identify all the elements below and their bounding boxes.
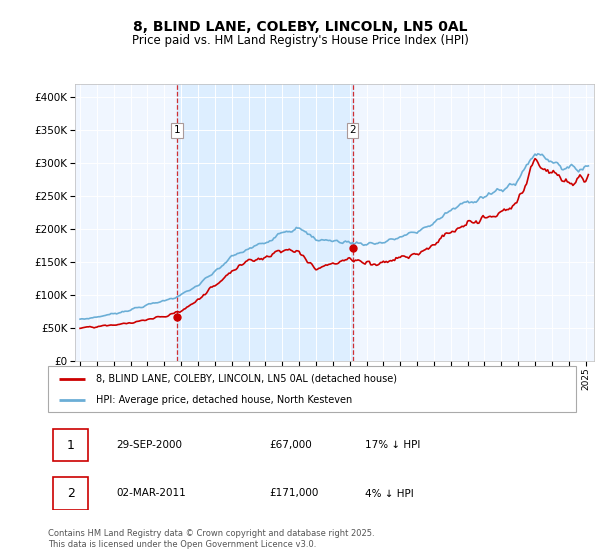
Text: 2: 2: [67, 487, 74, 500]
FancyBboxPatch shape: [53, 429, 88, 461]
Text: 1: 1: [173, 125, 180, 135]
Text: 2: 2: [349, 125, 356, 135]
Text: 1: 1: [67, 438, 74, 451]
Text: 8, BLIND LANE, COLEBY, LINCOLN, LN5 0AL: 8, BLIND LANE, COLEBY, LINCOLN, LN5 0AL: [133, 20, 467, 34]
Text: HPI: Average price, detached house, North Kesteven: HPI: Average price, detached house, Nort…: [95, 395, 352, 405]
Text: 8, BLIND LANE, COLEBY, LINCOLN, LN5 0AL (detached house): 8, BLIND LANE, COLEBY, LINCOLN, LN5 0AL …: [95, 374, 397, 384]
Bar: [177, 84, 353, 361]
Text: Contains HM Land Registry data © Crown copyright and database right 2025.
This d: Contains HM Land Registry data © Crown c…: [48, 529, 374, 549]
Text: Price paid vs. HM Land Registry's House Price Index (HPI): Price paid vs. HM Land Registry's House …: [131, 34, 469, 46]
Text: 4% ↓ HPI: 4% ↓ HPI: [365, 488, 413, 498]
FancyBboxPatch shape: [48, 366, 576, 412]
Text: £171,000: £171,000: [270, 488, 319, 498]
Text: 17% ↓ HPI: 17% ↓ HPI: [365, 440, 420, 450]
Text: 02-MAR-2011: 02-MAR-2011: [116, 488, 187, 498]
Text: £67,000: £67,000: [270, 440, 313, 450]
FancyBboxPatch shape: [53, 477, 88, 510]
Text: 29-SEP-2000: 29-SEP-2000: [116, 440, 182, 450]
